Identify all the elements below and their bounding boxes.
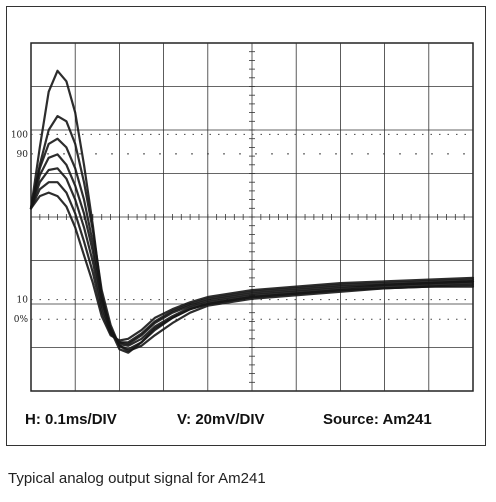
reference-marker-label: 10 bbox=[17, 296, 29, 306]
signal-trace bbox=[29, 181, 475, 344]
reference-marker-label: 0% bbox=[14, 315, 29, 325]
signal-trace bbox=[29, 167, 475, 346]
signal-trace bbox=[29, 137, 475, 351]
signal-trace bbox=[29, 191, 475, 342]
vertical-scale-label: V: 20mV/DIV bbox=[177, 411, 265, 428]
signal-trace bbox=[29, 115, 475, 353]
horizontal-scale-label: H: 0.1ms/DIV bbox=[25, 411, 117, 428]
oscilloscope-frame: 100 90 10 0% H: 0.1ms/DIV V: 20mV/DIV Sourc… bbox=[6, 6, 486, 446]
oscilloscope-screen: 100 90 10 0% bbox=[11, 42, 475, 392]
scope-settings-bar: H: 0.1ms/DIV V: 20mV/DIV Source: Am241 bbox=[7, 405, 487, 435]
figure-caption: Typical analog output signal for Am241 bbox=[8, 470, 266, 487]
reference-marker-label: 100 bbox=[11, 130, 28, 140]
source-label: Source: Am241 bbox=[323, 411, 432, 428]
signal-trace bbox=[29, 153, 475, 347]
reference-marker-label: 90 bbox=[17, 150, 29, 160]
